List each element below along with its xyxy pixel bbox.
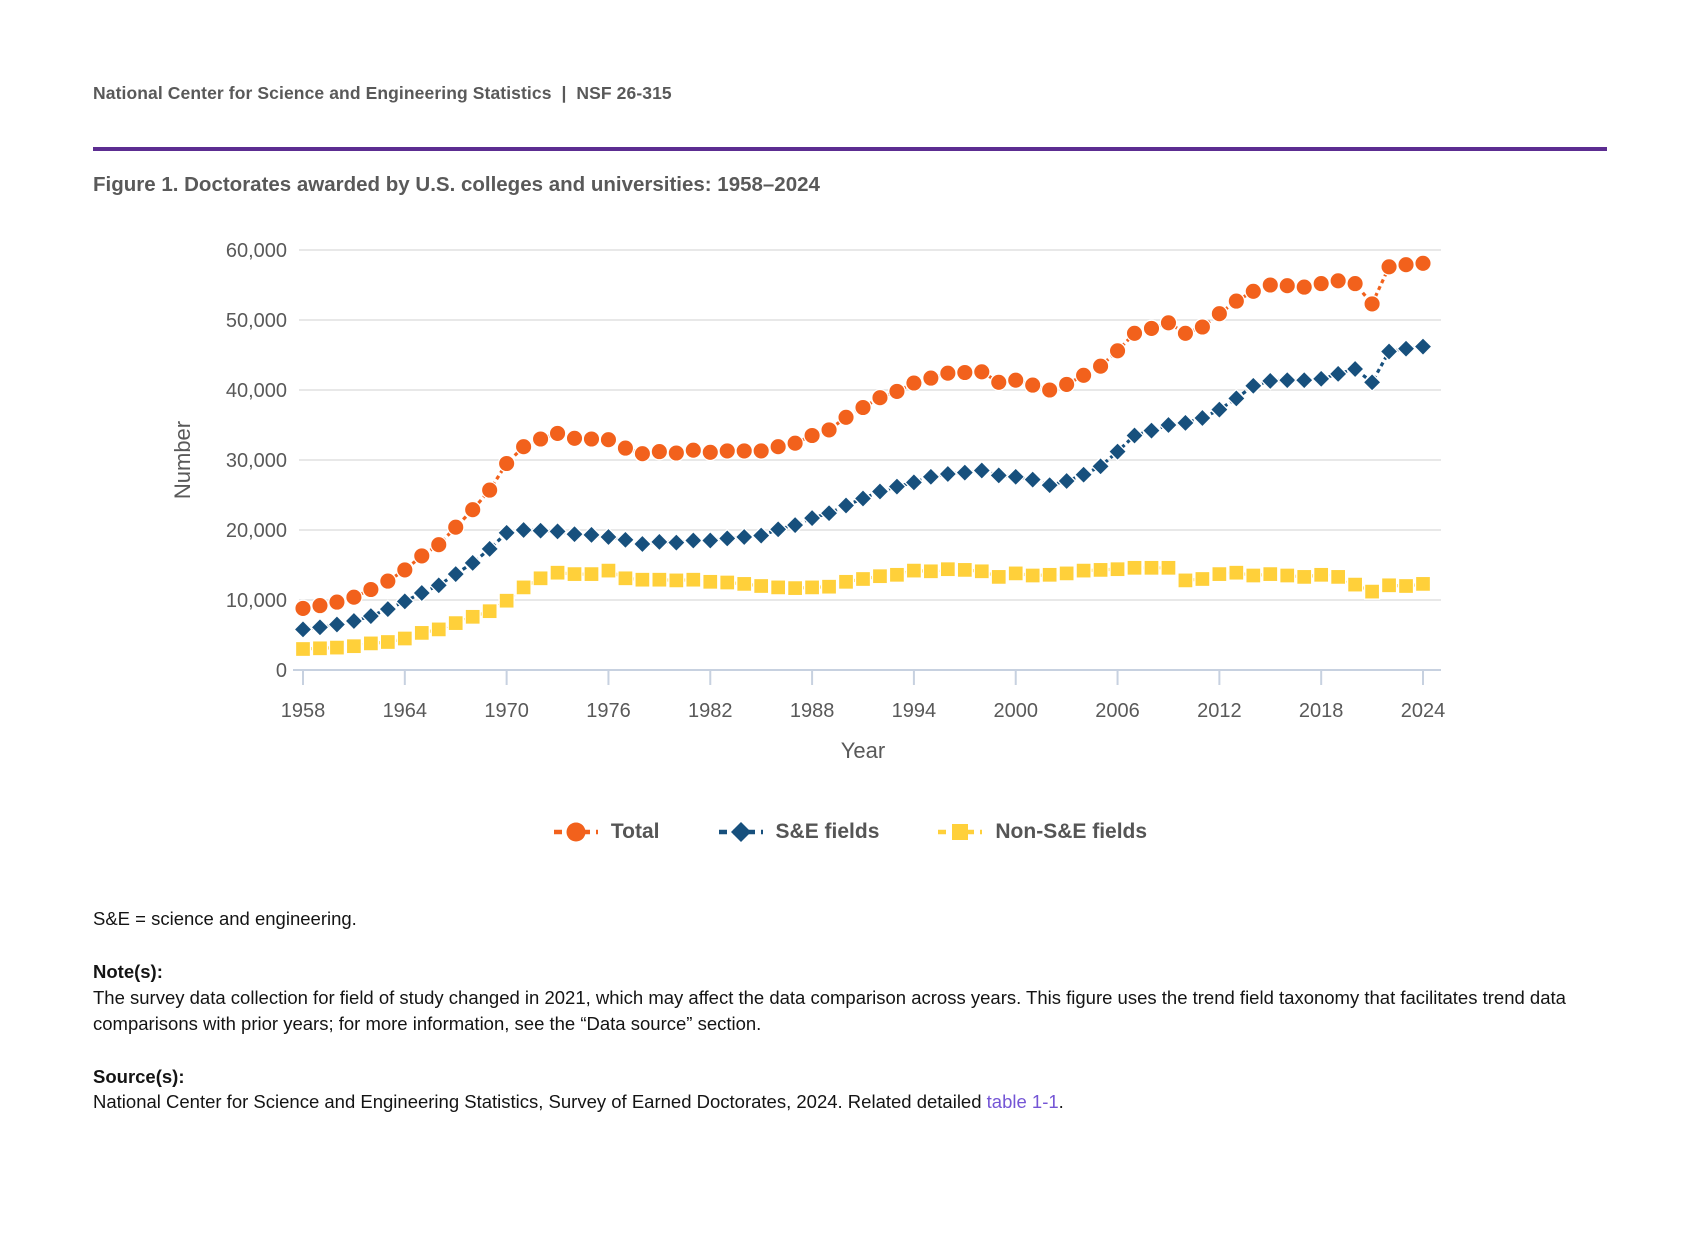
table-1-1-link[interactable]: table 1-1: [986, 1091, 1059, 1113]
source-text: National Center for Science and Engineer…: [93, 1089, 1607, 1115]
chart-legend: Total S&E fields Non-S&E fields: [93, 820, 1607, 844]
svg-text:2006: 2006: [1095, 700, 1140, 722]
svg-text:1964: 1964: [383, 700, 428, 722]
doctorates-line-chart: 1958 1964 1970 1976 1982 1988 1994 2000 2006 2012…: [93, 213, 1607, 844]
svg-text:20,000: 20,000: [226, 520, 287, 542]
legend-label-total: Total: [610, 820, 660, 843]
chart-plot-area: 1958 1964 1970 1976 1982 1988 1994 2000 2006 2012…: [170, 240, 1446, 763]
report-header: National Center for Science and Engineer…: [93, 83, 672, 103]
legend-item-non-se-fields[interactable]: Non-S&E fields: [937, 820, 1147, 844]
svg-text:0: 0: [276, 660, 287, 682]
svg-text:10,000: 10,000: [226, 590, 287, 612]
svg-text:1988: 1988: [790, 700, 835, 722]
legend-label-se-fields: S&E fields: [775, 820, 880, 843]
notes-text: The survey data collection for field of …: [93, 986, 1566, 1034]
source-text-prefix: National Center for Science and Engineer…: [93, 1091, 987, 1113]
figure-title: Figure 1. Doctorates awarded by U.S. col…: [93, 173, 820, 196]
svg-text:40,000: 40,000: [226, 380, 287, 402]
notes-section: S&E = science and engineering. Note(s): …: [93, 906, 1607, 1115]
purple-divider: [93, 147, 1607, 151]
non-se-fields-marker-icon: [938, 824, 983, 840]
svg-text:30,000: 30,000: [226, 450, 287, 472]
se-fields-marker-icon: [718, 822, 763, 842]
legend-item-total[interactable]: Total: [553, 820, 660, 844]
source-heading: Source(s):: [93, 1065, 185, 1087]
svg-text:1958: 1958: [281, 700, 326, 722]
svg-text:1982: 1982: [688, 700, 733, 722]
svg-text:2012: 2012: [1197, 700, 1242, 722]
notes-heading: Note(s):: [93, 960, 163, 982]
source-text-suffix: .: [1058, 1091, 1064, 1113]
page: National Center for Science and Engineer…: [93, 0, 1607, 1115]
svg-text:Year: Year: [841, 738, 885, 763]
svg-text:Number: Number: [170, 421, 195, 499]
legend-label-non-se-fields: Non-S&E fields: [995, 820, 1148, 843]
svg-text:2024: 2024: [1401, 700, 1446, 722]
svg-text:60,000: 60,000: [226, 240, 287, 262]
total-marker-icon: [553, 822, 598, 842]
svg-text:1976: 1976: [586, 700, 631, 722]
svg-text:50,000: 50,000: [226, 310, 287, 332]
legend-item-se-fields[interactable]: S&E fields: [718, 820, 880, 844]
svg-text:2018: 2018: [1299, 700, 1344, 722]
svg-text:2000: 2000: [993, 700, 1038, 722]
svg-text:1994: 1994: [892, 700, 937, 722]
abbreviation-note: S&E = science and engineering.: [93, 908, 357, 929]
svg-text:1970: 1970: [484, 700, 529, 722]
